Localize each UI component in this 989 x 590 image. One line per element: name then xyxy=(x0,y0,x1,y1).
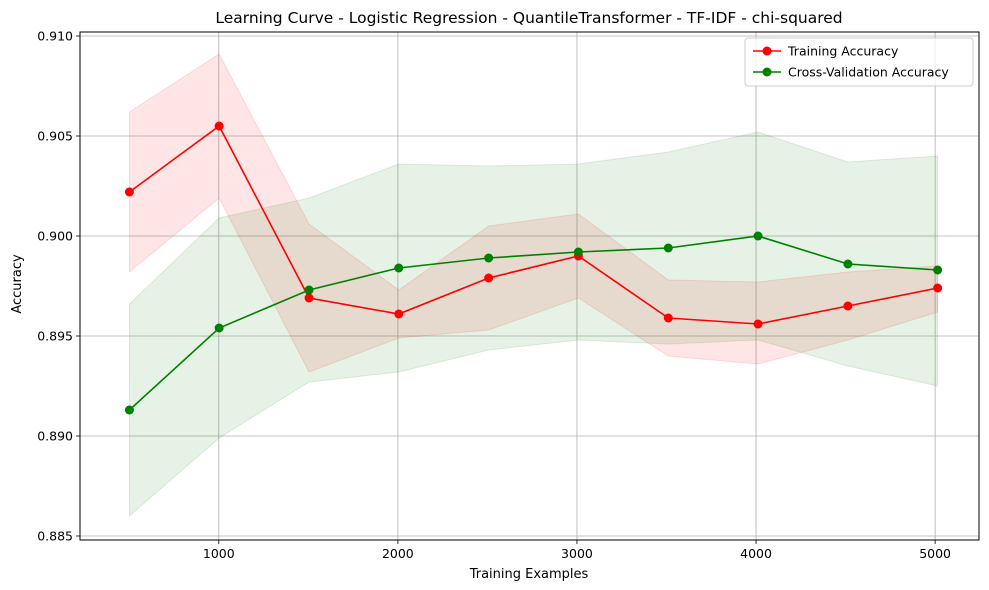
cross-validation-point xyxy=(753,231,763,241)
training-point xyxy=(663,313,673,323)
x-tick-label: 1000 xyxy=(203,546,235,561)
training-point xyxy=(933,283,943,293)
x-tick-label: 3000 xyxy=(561,546,593,561)
y-tick-label: 0.885 xyxy=(37,529,73,544)
legend: Training Accuracy Cross-Validation Accura… xyxy=(744,37,974,87)
chart-title: Learning Curve - Logistic Regression - Q… xyxy=(215,9,842,27)
y-axis-label: Accuracy xyxy=(10,254,25,314)
y-tick-label: 0.890 xyxy=(37,429,73,444)
cross-validation-point xyxy=(663,243,673,253)
training-point xyxy=(394,309,404,319)
training-point xyxy=(753,319,763,329)
cross-validation-band xyxy=(128,131,939,518)
series-points xyxy=(124,121,943,415)
series-lines xyxy=(128,124,938,411)
training-point xyxy=(843,301,853,311)
cross-validation-point xyxy=(484,253,494,263)
y-tick-label: 0.905 xyxy=(37,129,73,144)
cross-validation-point xyxy=(573,247,583,257)
cross-validation-point xyxy=(214,323,224,333)
legend-box xyxy=(744,37,974,87)
x-tick-label: 4000 xyxy=(740,546,772,561)
plot-area-frame xyxy=(79,31,980,541)
y-tick-label: 0.900 xyxy=(37,229,73,244)
training-point xyxy=(304,293,314,303)
legend-training-swatch-marker xyxy=(762,46,772,56)
cross-validation-point xyxy=(304,285,314,295)
training-point xyxy=(124,187,134,197)
x-tick-label: 2000 xyxy=(382,546,414,561)
x-axis-label: Training Examples xyxy=(469,567,589,582)
training-point xyxy=(214,121,224,131)
legend-training-label: Training Accuracy xyxy=(787,44,899,59)
training-line xyxy=(128,124,938,325)
axis-ticks: 1000 2000 3000 4000 5000 0.885 0.890 0.895 0.900… xyxy=(37,29,951,562)
legend-cross-validation-label: Cross-Validation Accuracy xyxy=(788,65,949,80)
training-band xyxy=(128,53,939,373)
cross-validation-point xyxy=(843,259,853,269)
y-tick-label: 0.895 xyxy=(37,329,73,344)
cross-validation-line xyxy=(128,235,938,411)
x-tick-label: 5000 xyxy=(919,546,951,561)
cross-validation-point xyxy=(124,405,134,415)
y-tick-label: 0.910 xyxy=(37,29,73,44)
cross-validation-point xyxy=(933,265,943,275)
training-point xyxy=(484,273,494,283)
confidence-bands xyxy=(128,53,939,518)
legend-cross-validation-swatch-marker xyxy=(762,67,772,77)
cross-validation-point xyxy=(394,263,404,273)
